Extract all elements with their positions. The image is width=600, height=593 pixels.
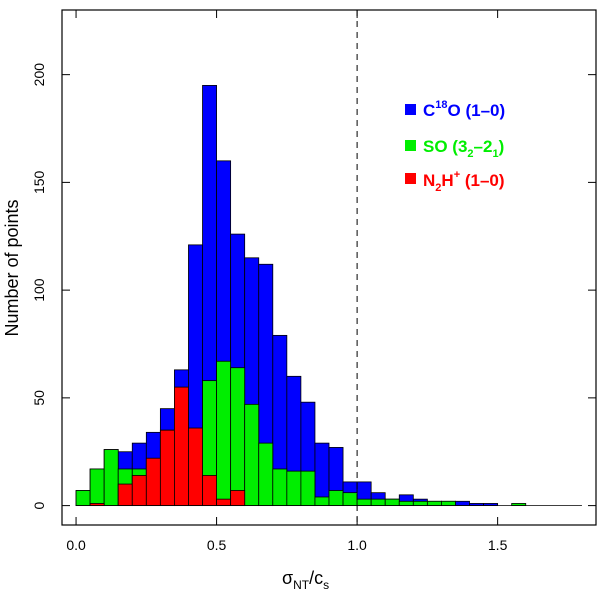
bar-n2h-11 [230, 490, 246, 507]
bar-so-23 [398, 500, 414, 507]
bar-so-24 [412, 500, 428, 507]
bar-c18o-27 [455, 500, 470, 507]
plot-frame [61, 9, 597, 526]
legend-so-mid: –2 [474, 137, 493, 156]
legend-n2h-sub: 2 [435, 182, 441, 194]
bar-c18o-17 [314, 442, 330, 507]
bars-layer [75, 85, 582, 507]
legend-item-n2h: N2H+ (1–0) [405, 169, 505, 194]
bar-so-14 [272, 468, 288, 507]
x-axis-title-sub-s: s [323, 578, 329, 592]
bar-n2h-6 [159, 429, 175, 507]
legend-swatch-n2h [405, 173, 416, 184]
legend-c18o-base: C [423, 101, 435, 120]
legend-so-sub1: 2 [467, 148, 473, 160]
legend-so-sub2: 1 [492, 148, 498, 160]
y-tick-label-4: 200 [31, 63, 47, 87]
y-axis-title: Number of points [2, 199, 22, 336]
bar-so-17 [314, 496, 330, 507]
legend-swatch-c18o [405, 104, 416, 115]
bar-so-11 [230, 367, 246, 507]
legend-c18o-rest: O (1–0) [448, 101, 506, 120]
bar-so-25 [426, 500, 442, 507]
legend-swatch-so [405, 140, 416, 151]
bar-so-0 [75, 490, 91, 507]
legend-item-c18o: C18O (1–0) [405, 99, 505, 120]
bar-so-21 [370, 498, 386, 507]
bar-n2h-5 [145, 457, 161, 507]
bar-so-26 [441, 500, 456, 507]
y-tick-label-2: 100 [31, 278, 47, 302]
x-axis-title-sub-nt: NT [293, 578, 310, 592]
bar-so-20 [356, 498, 372, 507]
bar-n2h-4 [131, 475, 147, 507]
x-tick-label-3: 1.5 [488, 537, 508, 553]
y-axis-ticks: 0 50 100 150 200 [31, 63, 596, 510]
x-tick-label-2: 1.0 [347, 537, 367, 553]
bar-so-15 [286, 470, 302, 507]
y-tick-label-1: 50 [31, 390, 47, 406]
legend-label-c18o: C18O (1–0) [423, 99, 505, 120]
x-axis-ticks: 0.0 0.5 1.0 1.5 [66, 10, 508, 553]
bar-n2h-10 [216, 498, 232, 507]
bar-so-2 [103, 449, 119, 507]
legend-n2h-mid: H [441, 171, 453, 190]
bar-so-19 [342, 492, 358, 507]
legend-item-so: SO (32–21) [405, 137, 504, 160]
bar-so-18 [328, 490, 344, 507]
x-axis-title-slash: /c [309, 568, 323, 588]
legend-n2h-rest: (1–0) [460, 171, 504, 190]
legend: C18O (1–0) SO (32–21) N2H+ (1–0) [405, 99, 505, 194]
legend-n2h-base: N [423, 171, 435, 190]
legend-n2h-sup: + [454, 169, 460, 181]
legend-so-base: SO (3 [423, 137, 467, 156]
x-tick-label-0: 0.0 [66, 537, 86, 553]
x-tick-label-1: 0.5 [207, 537, 227, 553]
y-tick-label-3: 150 [31, 170, 47, 194]
bar-so-10 [216, 360, 232, 507]
legend-so-rest: ) [499, 137, 505, 156]
bar-n2h-3 [117, 483, 133, 507]
bar-so-16 [300, 470, 316, 507]
x-axis-title-sigma: σ [282, 568, 293, 588]
bar-n2h-9 [202, 475, 217, 507]
bar-so-1 [89, 468, 105, 507]
y-tick-label-0: 0 [31, 502, 47, 510]
bar-so-12 [244, 403, 260, 507]
legend-label-n2h: N2H+ (1–0) [423, 169, 505, 194]
bar-so-13 [258, 442, 274, 507]
x-axis-title: σNT/cs [282, 568, 329, 592]
bar-n2h-8 [188, 427, 203, 507]
legend-c18o-sup: 18 [435, 99, 447, 111]
bar-n2h-7 [174, 386, 189, 507]
legend-label-so: SO (32–21) [423, 137, 504, 160]
bar-so-22 [384, 498, 400, 507]
